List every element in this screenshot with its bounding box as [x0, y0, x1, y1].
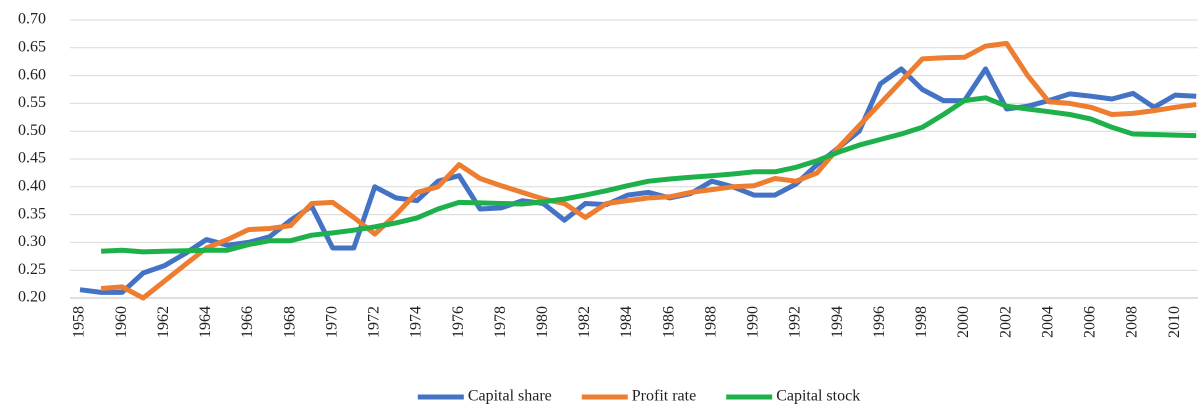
x-tick-label: 1998	[913, 306, 930, 338]
x-tick-label: 1984	[618, 306, 635, 338]
series-line	[79, 66, 1197, 295]
x-tick-label: 1966	[239, 306, 256, 338]
x-tick-label: 1976	[450, 306, 467, 338]
x-tick-label: 1996	[871, 306, 888, 338]
y-tick-label: 0.35	[18, 205, 46, 222]
x-tick-label: 1986	[660, 306, 677, 338]
x-tick-label: 2008	[1124, 306, 1141, 338]
x-tick-label: 1960	[113, 306, 130, 338]
x-tick-label: 2004	[1039, 306, 1056, 338]
legend-label: Capital share	[468, 388, 552, 405]
y-tick-label: 0.70	[18, 11, 46, 28]
series-line	[100, 40, 1197, 301]
x-tick-label: 1958	[71, 306, 88, 338]
x-tick-label: 1990	[745, 306, 762, 338]
x-tick-label: 1988	[702, 306, 719, 338]
y-tick-label: 0.50	[18, 122, 46, 139]
x-tick-label: 2006	[1082, 306, 1099, 338]
y-tick-label: 0.25	[18, 261, 46, 278]
x-tick-label: 2002	[997, 306, 1014, 338]
x-tick-label: 1972	[366, 306, 383, 338]
series-line	[100, 95, 1197, 255]
y-tick-label: 0.60	[18, 66, 46, 83]
legend-label: Profit rate	[632, 388, 696, 405]
x-tick-label: 1978	[492, 306, 509, 338]
x-tick-label: 2010	[1166, 306, 1183, 338]
x-tick-label: 1992	[787, 306, 804, 338]
x-tick-label: 1994	[829, 306, 846, 338]
x-tick-label: 1964	[197, 306, 214, 338]
y-tick-label: 0.20	[18, 289, 46, 306]
legend-label: Capital stock	[776, 388, 860, 405]
y-tick-label: 0.55	[18, 94, 46, 111]
x-tick-label: 1980	[534, 306, 551, 338]
y-tick-label: 0.45	[18, 150, 46, 167]
x-tick-label: 1982	[576, 306, 593, 338]
x-tick-label: 1962	[155, 306, 172, 338]
x-tick-label: 1974	[408, 306, 425, 338]
y-tick-label: 0.65	[18, 38, 46, 55]
y-tick-label: 0.30	[18, 233, 46, 250]
x-tick-label: 2000	[955, 306, 972, 338]
x-tick-label: 1968	[281, 306, 298, 338]
y-tick-label: 0.40	[18, 177, 46, 194]
x-tick-label: 1970	[323, 306, 340, 338]
